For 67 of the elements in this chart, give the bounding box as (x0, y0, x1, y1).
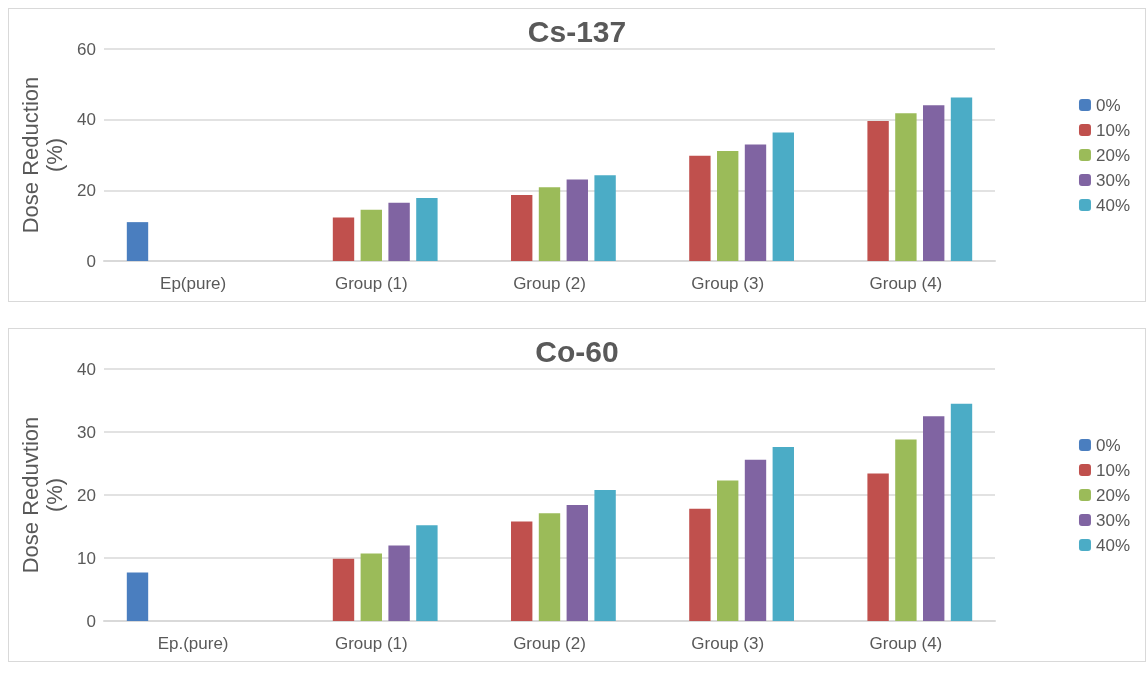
bar (126, 222, 149, 261)
bar (923, 416, 945, 621)
bar (744, 144, 767, 261)
bar (566, 179, 588, 261)
bar (538, 187, 561, 261)
legend-label: 30% (1095, 510, 1131, 530)
bar (511, 194, 533, 261)
legend-label: 10% (1095, 120, 1131, 140)
bar (950, 97, 973, 261)
chart-title: Cs-137 (527, 14, 627, 48)
bar (772, 447, 794, 621)
legend-label: 20% (1095, 145, 1131, 165)
bar (689, 155, 711, 261)
y-tick-label: 60 (77, 39, 96, 59)
bar (895, 439, 917, 621)
legend-label: 40% (1095, 535, 1131, 555)
bar (895, 113, 917, 261)
bar (511, 521, 533, 621)
bar (594, 489, 616, 621)
bar (416, 198, 438, 261)
bar (923, 105, 945, 261)
x-tick-label: Group (2) (513, 274, 586, 293)
legend-label: 0% (1095, 95, 1121, 115)
legend-label: 10% (1095, 460, 1131, 480)
y-tick-label: 20 (77, 180, 96, 200)
bar (360, 553, 382, 621)
y-tick-label: 0 (86, 611, 96, 631)
x-tick-label: Group (1) (334, 634, 408, 653)
y-tick-label: 0 (86, 251, 96, 271)
y-tick-label: 40 (77, 110, 96, 130)
x-tick-label: Ep.(pure) (157, 634, 229, 653)
bar (867, 121, 889, 261)
y-tick-label: 20 (77, 485, 96, 505)
x-tick-label: Group (4) (869, 634, 943, 653)
bar (689, 508, 711, 621)
bar (950, 403, 973, 621)
bar (332, 217, 355, 261)
bar (744, 459, 767, 621)
legend-label: 30% (1095, 170, 1131, 190)
x-tick-label: Group (4) (869, 274, 943, 293)
legend-label: 0% (1095, 435, 1121, 455)
y-axis-title: Dose Reduction (%) (17, 76, 67, 234)
bar (867, 473, 889, 621)
bar (538, 513, 561, 621)
x-tick-label: Group (3) (691, 634, 765, 653)
x-tick-label: Group (3) (691, 274, 765, 293)
chart-title: Co-60 (535, 334, 619, 368)
legend-label: 40% (1095, 195, 1131, 215)
bar (388, 202, 410, 261)
bar (126, 572, 149, 621)
y-tick-label: 40 (77, 359, 96, 379)
bar (388, 545, 410, 621)
bar (717, 480, 739, 621)
y-tick-label: 10 (77, 548, 96, 568)
x-tick-label: Group (1) (334, 274, 408, 293)
y-tick-label: 30 (77, 422, 96, 442)
bar (717, 151, 739, 261)
bar (566, 505, 588, 621)
y-axis-title: Dose Reduvtion (%) (17, 416, 67, 574)
bar (772, 132, 794, 261)
x-tick-label: Group (2) (513, 634, 586, 653)
bar (594, 175, 616, 261)
x-tick-label: Ep(pure) (160, 274, 227, 293)
legend-label: 20% (1095, 485, 1131, 505)
bar (416, 525, 438, 621)
bar (360, 209, 382, 261)
bar (332, 558, 355, 621)
